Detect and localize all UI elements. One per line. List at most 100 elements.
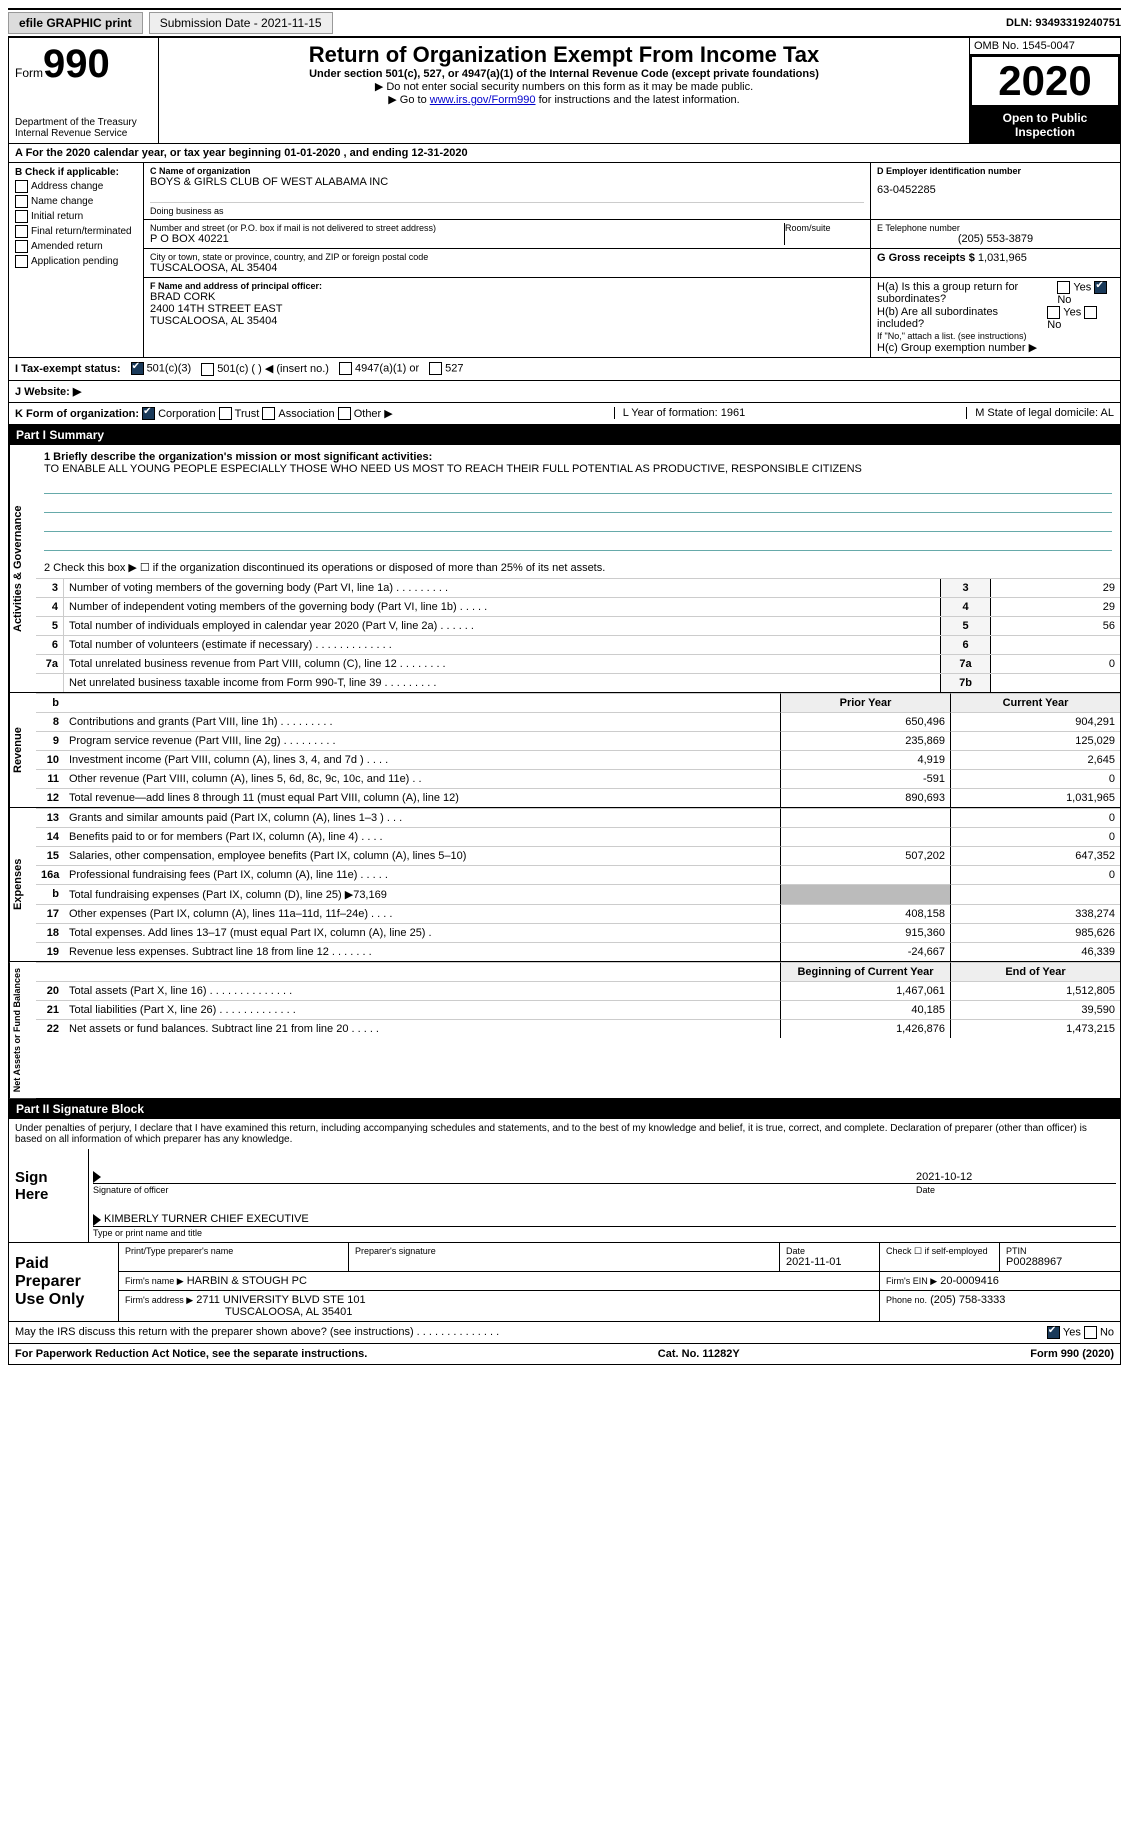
form-subtitle: Under section 501(c), 527, or 4947(a)(1)… — [165, 68, 963, 80]
fin-row: 22Net assets or fund balances. Subtract … — [36, 1019, 1120, 1038]
check-amended[interactable]: Amended return — [15, 240, 137, 253]
revenue-section: Revenue b Prior Year Current Year 8Contr… — [8, 693, 1121, 808]
telephone: (205) 553-3879 — [877, 233, 1114, 245]
expenses-section: Expenses 13Grants and similar amounts pa… — [8, 808, 1121, 962]
section-b-checks: B Check if applicable: Address change Na… — [9, 163, 144, 357]
mission-text: TO ENABLE ALL YOUNG PEOPLE ESPECIALLY TH… — [44, 463, 1112, 475]
firm-ein: 20-0009416 — [940, 1275, 999, 1287]
q1-label: 1 Briefly describe the organization's mi… — [44, 451, 1112, 463]
fin-row: 19Revenue less expenses. Subtract line 1… — [36, 942, 1120, 961]
form-footer: For Paperwork Reduction Act Notice, see … — [8, 1344, 1121, 1365]
dept-treasury: Department of the Treasury Internal Reve… — [15, 117, 152, 139]
gross-receipts: 1,031,965 — [978, 252, 1027, 264]
summary-row: 5Total number of individuals employed in… — [36, 616, 1120, 635]
check-527[interactable] — [429, 362, 442, 375]
check-address-change[interactable]: Address change — [15, 180, 137, 193]
form-label: Form — [15, 66, 43, 80]
fin-header: b Prior Year Current Year — [36, 693, 1120, 712]
penalties-decl: Under penalties of perjury, I declare th… — [9, 1119, 1120, 1149]
net-header: Beginning of Current Year End of Year — [36, 962, 1120, 981]
check-4947[interactable] — [339, 362, 352, 375]
fin-row: 13Grants and similar amounts paid (Part … — [36, 808, 1120, 827]
submission-date: Submission Date - 2021-11-15 — [149, 12, 333, 34]
activities-governance: Activities & Governance 1 Briefly descri… — [8, 445, 1121, 693]
fin-row: bTotal fundraising expenses (Part IX, co… — [36, 884, 1120, 904]
fin-row: 14Benefits paid to or for members (Part … — [36, 827, 1120, 846]
firm-addr1: 2711 UNIVERSITY BLVD STE 101 — [196, 1294, 365, 1306]
irs-link[interactable]: www.irs.gov/Form990 — [430, 94, 536, 106]
hb-no[interactable] — [1084, 306, 1097, 319]
check-501c3[interactable] — [131, 362, 144, 375]
fin-row: 12Total revenue—add lines 8 through 11 (… — [36, 788, 1120, 807]
tax-exempt-status: I Tax-exempt status: 501(c)(3) 501(c) ( … — [8, 358, 1121, 381]
check-other[interactable] — [338, 407, 351, 420]
org-address: P O BOX 40221 — [150, 233, 784, 245]
type-print-label: Type or print name and title — [93, 1227, 1116, 1238]
hb-row: H(b) Are all subordinates included? Yes … — [877, 306, 1114, 331]
form-note-link: ▶ Go to www.irs.gov/Form990 for instruct… — [165, 93, 963, 106]
hc-row: H(c) Group exemption number ▶ — [877, 341, 1114, 354]
fin-row: 16aProfessional fundraising fees (Part I… — [36, 865, 1120, 884]
hb-note: If "No," attach a list. (see instruction… — [877, 331, 1114, 341]
part2-header: Part II Signature Block — [8, 1099, 1121, 1119]
fin-row: 9Program service revenue (Part VIII, lin… — [36, 731, 1120, 750]
fin-row: 8Contributions and grants (Part VIII, li… — [36, 712, 1120, 731]
hb-yes[interactable] — [1047, 306, 1060, 319]
officer-addr2: TUSCALOOSA, AL 35404 — [150, 315, 864, 327]
check-name-change[interactable]: Name change — [15, 195, 137, 208]
check-initial-return[interactable]: Initial return — [15, 210, 137, 223]
arrow-icon — [93, 1171, 101, 1183]
website-row: J Website: ▶ — [8, 381, 1121, 403]
vert-netassets: Net Assets or Fund Balances — [9, 962, 36, 1098]
org-name: BOYS & GIRLS CLUB OF WEST ALABAMA INC — [150, 176, 864, 188]
summary-row: 4Number of independent voting members of… — [36, 597, 1120, 616]
check-501c[interactable] — [201, 363, 214, 376]
irs-discuss: May the IRS discuss this return with the… — [8, 1322, 1121, 1344]
f-label: F Name and address of principal officer: — [150, 281, 864, 291]
omb-number: OMB No. 1545-0047 — [970, 38, 1120, 55]
addr-label: Number and street (or P.O. box if mail i… — [150, 223, 784, 233]
fin-row: 10Investment income (Part VIII, column (… — [36, 750, 1120, 769]
firm-phone: (205) 758-3333 — [930, 1294, 1005, 1306]
summary-row: Net unrelated business taxable income fr… — [36, 673, 1120, 692]
vert-revenue: Revenue — [9, 693, 36, 807]
fin-row: 15Salaries, other compensation, employee… — [36, 846, 1120, 865]
prep-left-label: Paid Preparer Use Only — [9, 1243, 119, 1321]
discuss-no[interactable] — [1084, 1326, 1097, 1339]
ha-yes[interactable] — [1057, 281, 1070, 294]
check-association[interactable] — [262, 407, 275, 420]
tax-period: A For the 2020 calendar year, or tax yea… — [8, 144, 1121, 163]
form-number: 990 — [43, 42, 110, 86]
dba-label: Doing business as — [150, 202, 864, 216]
date-label: Date — [916, 1184, 1116, 1195]
vert-expenses: Expenses — [9, 808, 36, 961]
summary-row: 7aTotal unrelated business revenue from … — [36, 654, 1120, 673]
netassets-section: Net Assets or Fund Balances Beginning of… — [8, 962, 1121, 1099]
check-trust[interactable] — [219, 407, 232, 420]
ha-no[interactable] — [1094, 281, 1107, 294]
org-city: TUSCALOOSA, AL 35404 — [150, 262, 864, 274]
part1-header: Part I Summary — [8, 425, 1121, 445]
form-header: Form990 Department of the Treasury Inter… — [8, 37, 1121, 144]
summary-row: 6Total number of volunteers (estimate if… — [36, 635, 1120, 654]
fin-row: 21Total liabilities (Part X, line 26) . … — [36, 1000, 1120, 1019]
sig-officer-label: Signature of officer — [93, 1184, 916, 1195]
sig-date: 2021-10-12 — [916, 1171, 1116, 1183]
dln-label: DLN: 93493319240751 — [1006, 17, 1121, 29]
fin-row: 11Other revenue (Part VIII, column (A), … — [36, 769, 1120, 788]
ha-row: H(a) Is this a group return for subordin… — [877, 281, 1114, 306]
q2-text: 2 Check this box ▶ ☐ if the organization… — [36, 557, 1120, 578]
tax-year: 2020 — [970, 55, 1120, 107]
year-formation: L Year of formation: 1961 — [614, 407, 746, 419]
fin-row: 18Total expenses. Add lines 13–17 (must … — [36, 923, 1120, 942]
paid-preparer: Paid Preparer Use Only Print/Type prepar… — [8, 1243, 1121, 1322]
discuss-yes[interactable] — [1047, 1326, 1060, 1339]
efile-button[interactable]: efile GRAPHIC print — [8, 12, 143, 34]
check-pending[interactable]: Application pending — [15, 255, 137, 268]
arrow-icon — [93, 1214, 101, 1226]
check-corporation[interactable] — [142, 407, 155, 420]
check-final-return[interactable]: Final return/terminated — [15, 225, 137, 238]
firm-addr2: TUSCALOOSA, AL 35401 — [225, 1306, 873, 1318]
sign-here: Sign Here — [9, 1149, 89, 1241]
room-label: Room/suite — [784, 223, 864, 245]
